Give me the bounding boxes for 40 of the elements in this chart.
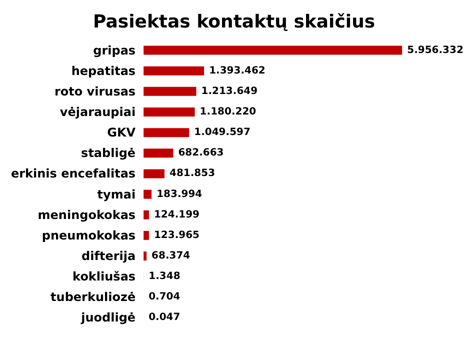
y-tick-label: tymai bbox=[97, 187, 136, 202]
data-label: 1.049.597 bbox=[194, 127, 250, 138]
y-tick-label: vėjaraupiai bbox=[60, 105, 136, 119]
data-label: 1.393.462 bbox=[209, 65, 266, 76]
data-label: 481.853 bbox=[169, 168, 216, 180]
y-tick-label: kokliušas bbox=[72, 270, 136, 284]
bar bbox=[144, 66, 204, 76]
data-label: 123.965 bbox=[154, 230, 200, 241]
data-label: 0.047 bbox=[148, 312, 180, 324]
data-label: 0.704 bbox=[148, 292, 180, 303]
y-tick-label: stabligė bbox=[81, 146, 136, 160]
data-label: 5.956.332 bbox=[407, 44, 464, 56]
y-tick-label: tuberkuliozė bbox=[50, 290, 136, 304]
y-tick-label: pneumokokas bbox=[42, 228, 136, 242]
y-tick-label: difterija bbox=[82, 249, 136, 263]
data-label: 1.348 bbox=[148, 271, 180, 282]
data-label: 1.180.220 bbox=[200, 106, 256, 118]
y-tick-label: roto virusas bbox=[54, 84, 136, 98]
data-label: 124.199 bbox=[154, 209, 200, 220]
y-tick-label: GKV bbox=[107, 126, 136, 140]
y-tick-label: erkinis encefalitas bbox=[10, 166, 136, 181]
y-tick-label: meningokokas bbox=[38, 208, 136, 222]
y-tick-label: juodligė bbox=[80, 310, 136, 325]
bar bbox=[144, 46, 402, 55]
bar bbox=[144, 169, 164, 178]
bar bbox=[144, 252, 147, 260]
bar bbox=[144, 128, 190, 138]
data-label: 1.213.649 bbox=[201, 86, 258, 97]
bar bbox=[144, 108, 195, 116]
bar bbox=[144, 210, 149, 220]
data-label: 68.374 bbox=[152, 250, 190, 262]
data-label: 682.663 bbox=[178, 148, 224, 159]
y-tick-label: hepatitas bbox=[71, 64, 136, 78]
y-tick-label: gripas bbox=[93, 43, 136, 58]
bar bbox=[144, 86, 196, 96]
bar bbox=[144, 230, 149, 240]
bar bbox=[144, 148, 174, 158]
chart-title: Pasiektas kontaktų skaičius bbox=[93, 12, 376, 32]
bar bbox=[144, 190, 152, 199]
data-label: 183.994 bbox=[156, 188, 202, 200]
